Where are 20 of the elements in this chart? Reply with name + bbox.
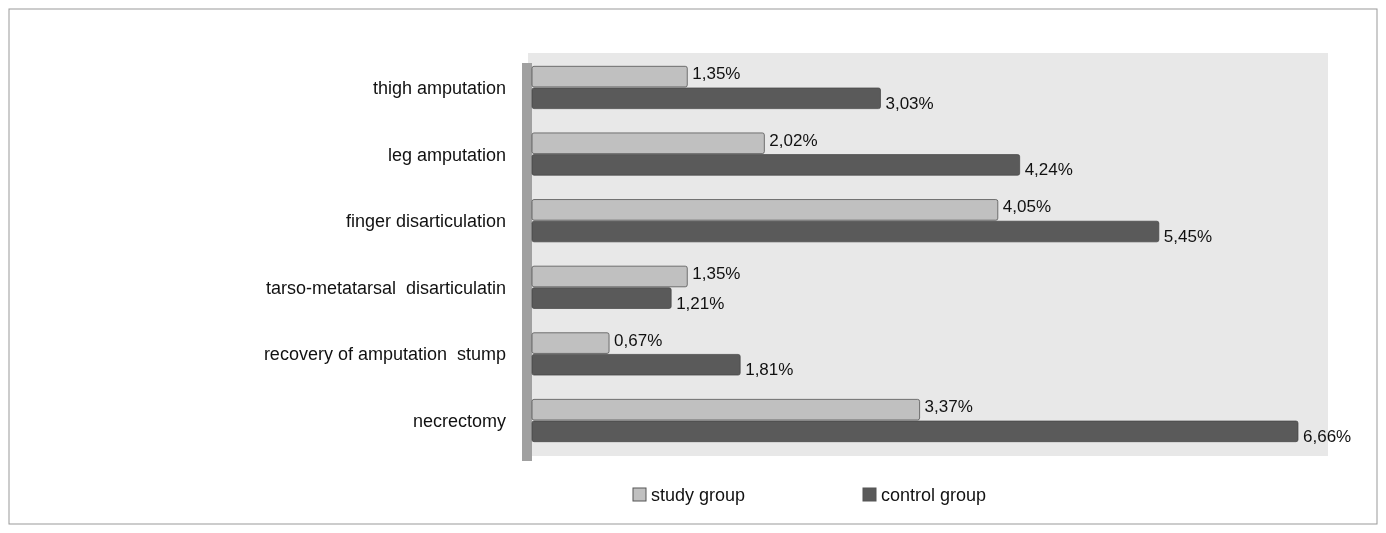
data-label: 3,37%	[924, 397, 973, 417]
data-label: 1,35%	[692, 64, 741, 84]
data-label: 5,45%	[1163, 227, 1213, 247]
y-tick-label: tarso-metatarsal disarticulatin	[265, 277, 506, 298]
y-tick-label: recovery of amputation stump	[263, 344, 506, 365]
data-label: 0,67%	[614, 330, 663, 350]
y-tick-label: necrectomy	[412, 411, 506, 432]
data-label: 2,02%	[769, 130, 818, 150]
data-label: 1,81%	[745, 360, 794, 380]
y-tick-label: finger disarticulation	[345, 211, 506, 232]
data-label: 4,24%	[1024, 160, 1073, 180]
legend-label: control group	[881, 485, 987, 505]
data-label: 6,66%	[1303, 426, 1352, 446]
legend-label: study group	[651, 485, 746, 505]
y-tick-label: thigh amputation	[372, 77, 506, 98]
data-label: 1,35%	[692, 263, 741, 283]
data-label: 1,21%	[676, 293, 725, 313]
y-tick-label: leg amputation	[387, 144, 506, 165]
data-label: 4,05%	[1002, 197, 1052, 217]
data-label: 3,03%	[885, 93, 934, 113]
